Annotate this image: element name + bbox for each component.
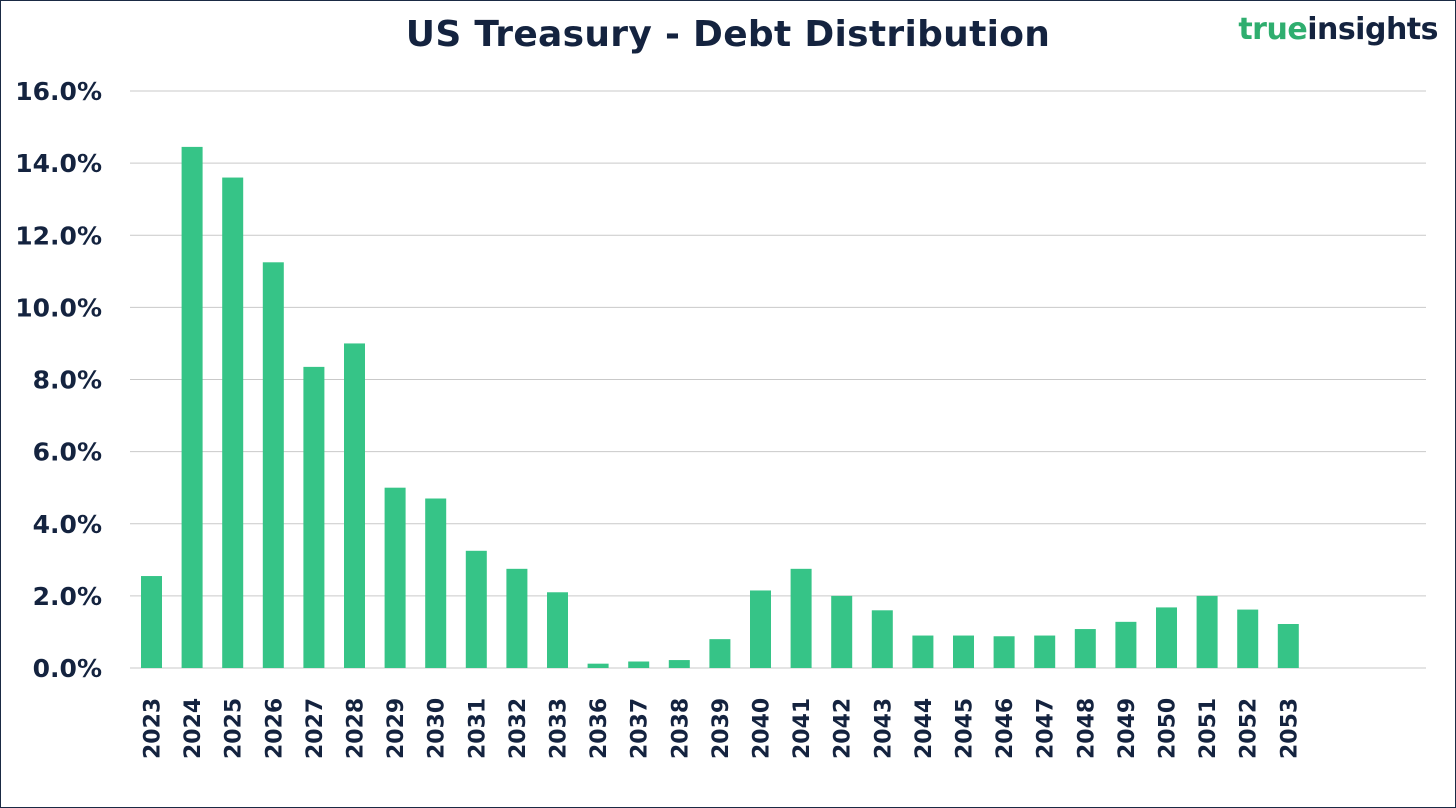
bar-2036: [587, 663, 609, 668]
bar-2050: [1156, 607, 1177, 668]
y-tick-label: 6.0%: [33, 438, 102, 467]
bar-2037: [628, 661, 650, 668]
x-tick-label: 2048: [1074, 698, 1099, 759]
bar-2043: [871, 610, 893, 668]
bar-2025: [222, 177, 244, 669]
y-tick-label: 2.0%: [33, 582, 102, 611]
bar-2026: [262, 262, 284, 668]
bar-2032: [506, 568, 528, 668]
bar-2023: [141, 576, 162, 668]
bar-2031: [465, 550, 487, 668]
y-tick-label: 14.0%: [15, 149, 102, 178]
x-tick-label: 2047: [1034, 698, 1059, 759]
brand-logo: trueinsights: [1238, 12, 1438, 47]
x-tick-label: 2026: [262, 698, 287, 759]
x-tick-label: 2025: [222, 698, 247, 759]
x-tick-label: 2033: [547, 698, 572, 759]
bar-2046: [993, 636, 1015, 668]
x-tick-label: 2050: [1156, 698, 1181, 759]
x-tick-label: 2052: [1237, 698, 1262, 759]
bar-2052: [1237, 609, 1259, 668]
x-tick-label: 2030: [425, 698, 450, 759]
bar-2028: [344, 343, 365, 668]
x-tick-label: 2049: [1115, 698, 1140, 759]
bar-2040: [750, 590, 771, 668]
y-tick-label: 4.0%: [33, 510, 102, 539]
x-tick-label: 2028: [344, 698, 369, 759]
x-tick-label: 2024: [181, 698, 206, 759]
y-tick-label: 0.0%: [33, 654, 102, 683]
bar-2049: [1115, 621, 1137, 668]
x-tick-label: 2041: [790, 698, 815, 759]
bar-2027: [303, 366, 325, 668]
bar-2053: [1277, 624, 1299, 668]
x-tick-label: 2043: [871, 698, 896, 759]
y-tick-label: 10.0%: [15, 293, 102, 322]
x-tick-label: 2038: [668, 698, 693, 759]
bar-2033: [547, 592, 568, 668]
bar-2024: [181, 146, 203, 669]
bar-2044: [912, 635, 934, 668]
x-tick-label: 2027: [303, 698, 328, 759]
x-tick-label: 2031: [465, 698, 490, 759]
x-tick-label: 2051: [1196, 698, 1221, 759]
bar-2045: [953, 635, 974, 668]
bar-2042: [831, 595, 853, 668]
bar-2039: [709, 639, 731, 668]
x-tick-label: 2023: [141, 698, 166, 759]
x-tick-label: 2042: [831, 698, 856, 759]
bar-2038: [668, 660, 690, 668]
x-tick-label: 2040: [750, 698, 775, 759]
bar-2048: [1074, 629, 1096, 668]
y-tick-label: 8.0%: [33, 366, 102, 395]
y-tick-label: 16.0%: [15, 77, 102, 106]
logo-word-insights: insights: [1307, 12, 1438, 47]
bar-2029: [384, 487, 406, 668]
logo-word-true: true: [1238, 12, 1308, 47]
x-tick-label: 2032: [506, 698, 531, 759]
bar-2051: [1196, 595, 1218, 668]
x-tick-label: 2039: [709, 698, 734, 759]
y-tick-label: 12.0%: [15, 221, 102, 250]
x-tick-label: 2045: [953, 698, 978, 759]
x-tick-label: 2046: [993, 698, 1018, 759]
bar-2030: [425, 498, 447, 668]
bar-2041: [790, 568, 812, 668]
x-tick-label: 2029: [384, 698, 409, 759]
x-tick-label: 2037: [628, 698, 653, 759]
x-tick-label: 2036: [587, 698, 612, 759]
bar-2047: [1034, 635, 1056, 668]
x-tick-label: 2044: [912, 698, 937, 759]
chart-title: US Treasury - Debt Distribution: [405, 14, 1051, 55]
x-tick-label: 2053: [1277, 698, 1302, 759]
